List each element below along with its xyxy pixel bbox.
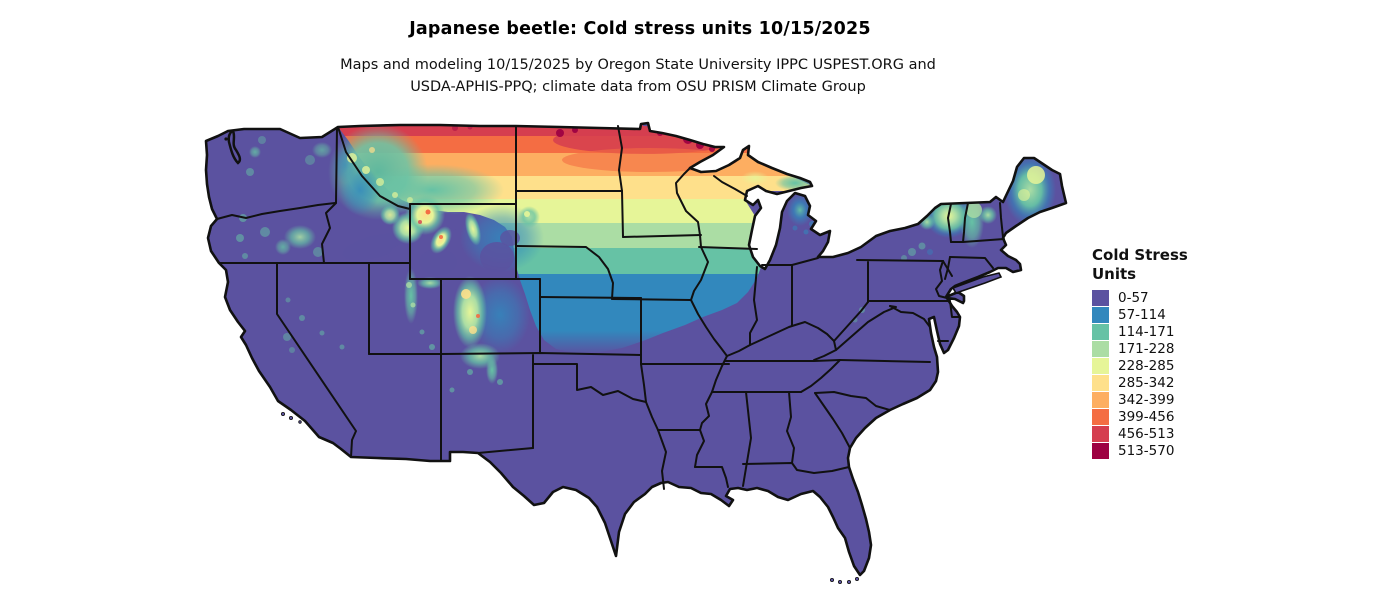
subtitle-line-2: USDA-APHIS-PPQ; climate data from OSU PR… (410, 79, 866, 95)
page-subtitle: Maps and modeling 10/15/2025 by Oregon S… (0, 54, 1276, 98)
legend-row: 399-456 (1092, 408, 1292, 425)
legend-row: 57-114 (1092, 306, 1292, 323)
legend-swatch (1092, 391, 1109, 408)
legend-swatch (1092, 425, 1109, 442)
subtitle-line-1: Maps and modeling 10/15/2025 by Oregon S… (340, 57, 936, 73)
legend-title-line-2: Units (1092, 264, 1137, 283)
legend-row: 342-399 (1092, 391, 1292, 408)
legend-row: 456-513 (1092, 425, 1292, 442)
legend-swatch (1092, 374, 1109, 391)
legend-label: 399-456 (1118, 408, 1175, 425)
legend: Cold Stress Units 0-57 57-114 114-171 17… (1092, 246, 1292, 459)
legend-swatch (1092, 306, 1109, 323)
florida-keys (830, 577, 860, 585)
legend-label: 114-171 (1118, 323, 1175, 340)
state-borders (216, 125, 1005, 490)
legend-label: 171-228 (1118, 340, 1175, 357)
san-juan-islands (224, 137, 228, 141)
legend-row: 171-228 (1092, 340, 1292, 357)
legend-label: 342-399 (1118, 391, 1175, 408)
legend-swatch (1092, 340, 1109, 357)
legend-row: 0-57 (1092, 289, 1292, 306)
legend-title-line-1: Cold Stress (1092, 246, 1188, 264)
legend-row: 513-570 (1092, 442, 1292, 459)
legend-swatch (1092, 357, 1109, 374)
legend-label: 228-285 (1118, 357, 1175, 374)
legend-label: 0-57 (1118, 289, 1149, 306)
legend-row: 114-171 (1092, 323, 1292, 340)
legend-label: 285-342 (1118, 374, 1175, 391)
long-island (951, 272, 1003, 294)
legend-swatch (1092, 323, 1109, 340)
legend-title: Cold Stress Units (1092, 246, 1292, 283)
legend-items: 0-57 57-114 114-171 171-228 228-285 285-… (1092, 289, 1292, 459)
legend-row: 285-342 (1092, 374, 1292, 391)
puget-sound (227, 129, 242, 165)
legend-row: 228-285 (1092, 357, 1292, 374)
legend-label: 456-513 (1118, 425, 1175, 442)
legend-swatch (1092, 442, 1109, 459)
channel-islands (280, 411, 302, 424)
legend-swatch (1092, 289, 1109, 306)
legend-swatch (1092, 408, 1109, 425)
page-title: Japanese beetle: Cold stress units 10/15… (409, 19, 871, 39)
legend-label: 513-570 (1118, 442, 1175, 459)
legend-label: 57-114 (1118, 306, 1166, 323)
